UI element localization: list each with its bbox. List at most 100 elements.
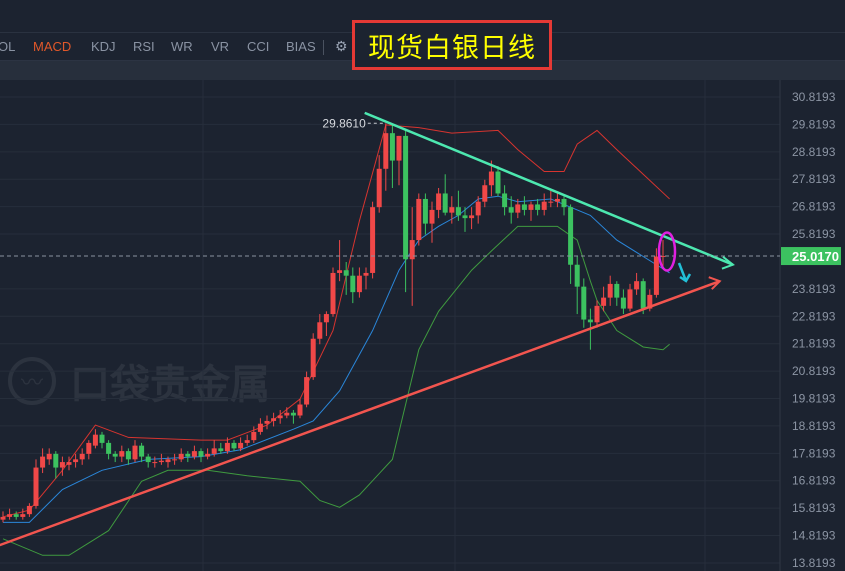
- price-axis: [780, 80, 845, 571]
- down-arrow-icon: [677, 262, 692, 283]
- candle-up: [257, 423, 263, 432]
- candle-down: [139, 445, 145, 457]
- candle-down: [581, 286, 587, 320]
- candle-up: [132, 445, 138, 460]
- y-tick-label: 19.8193: [792, 392, 836, 406]
- candle-up: [488, 171, 494, 186]
- candle-down: [495, 171, 501, 194]
- tab-bias[interactable]: BIAS: [286, 39, 316, 54]
- candle-up: [356, 275, 362, 293]
- candle-up: [40, 456, 46, 468]
- candle-up: [548, 201, 554, 203]
- tab-rsi[interactable]: RSI: [133, 39, 155, 54]
- tab-kdj[interactable]: KDJ: [91, 39, 116, 54]
- candle-up: [152, 462, 158, 464]
- y-tick-label: 23.8193: [792, 282, 836, 296]
- candle-up: [304, 377, 310, 405]
- candle-down: [290, 412, 296, 416]
- candle-down: [462, 215, 468, 219]
- candle-up: [158, 460, 164, 463]
- candle-up: [541, 201, 547, 210]
- y-tick-label: 13.8193: [792, 556, 836, 570]
- tab-wr[interactable]: WR: [171, 39, 193, 54]
- candle-down: [521, 204, 527, 210]
- chart-header-band: [0, 61, 845, 80]
- candle-down: [112, 453, 118, 457]
- watermark-text: 口袋贵金属: [70, 362, 270, 408]
- gear-icon[interactable]: ⚙: [335, 38, 348, 54]
- candle-down: [403, 135, 409, 260]
- candle-up: [323, 314, 329, 323]
- candle-up: [86, 442, 92, 454]
- candle-up: [337, 270, 343, 273]
- candle-up: [79, 453, 85, 460]
- candle-up: [165, 459, 171, 463]
- y-tick-label: 28.8193: [792, 145, 836, 159]
- candle-up: [73, 459, 79, 463]
- candle-up: [416, 198, 422, 241]
- candle-up: [449, 207, 455, 213]
- candle-up: [205, 453, 211, 457]
- y-tick-label: 14.8193: [792, 529, 836, 543]
- candle-up: [482, 185, 488, 202]
- y-tick-label: 15.8193: [792, 501, 836, 515]
- candle-down: [99, 434, 105, 443]
- candle-down: [535, 204, 541, 210]
- candle-up: [554, 198, 560, 202]
- candle-up: [172, 459, 178, 461]
- candle-up: [0, 516, 6, 520]
- candle-down: [574, 264, 580, 287]
- support-trendline: [0, 280, 721, 547]
- candle-up: [284, 412, 290, 416]
- candle-up: [627, 289, 633, 309]
- candle-up: [224, 442, 230, 452]
- candle-up: [297, 404, 303, 416]
- candle-down: [442, 193, 448, 213]
- candle-up: [370, 207, 376, 273]
- candle-down: [53, 453, 59, 468]
- candle-up: [429, 209, 435, 224]
- resistance-trendline: [364, 111, 734, 266]
- candle-up: [46, 453, 52, 460]
- candle-up: [660, 256, 666, 258]
- candle-up: [436, 193, 442, 210]
- watermark: 〰 口袋贵金属: [8, 352, 270, 410]
- tab-vr[interactable]: VR: [211, 39, 230, 54]
- candle-up: [376, 168, 382, 208]
- watermark-logo-icon: 〰: [8, 357, 56, 405]
- y-tick-label: 21.8193: [792, 337, 836, 351]
- candlestick-chart: 30.8193 29.8193 28.8193 27.8193 26.8193 25.81…: [0, 80, 845, 571]
- candle-up: [178, 453, 184, 460]
- candle-up: [251, 431, 257, 441]
- candle-down: [614, 283, 620, 298]
- candle-up: [238, 442, 244, 449]
- candle-down: [145, 456, 151, 463]
- support-arrow-icon: [708, 276, 722, 290]
- current-price-badge: [781, 247, 841, 266]
- candle-up: [647, 294, 653, 309]
- y-tick-label: 27.8193: [792, 172, 836, 186]
- y-tick-label: 16.8193: [792, 474, 836, 488]
- candle-down: [106, 442, 112, 454]
- candle-up: [277, 415, 283, 419]
- y-tick-label: 22.8193: [792, 309, 836, 323]
- candle-up: [409, 240, 415, 260]
- highlight-ellipse: [657, 231, 677, 272]
- toolbar-divider: [323, 40, 324, 55]
- candle-up: [26, 505, 32, 515]
- candle-up: [66, 462, 72, 465]
- candle-down: [231, 442, 237, 449]
- candle-up: [607, 283, 613, 298]
- candle-down: [640, 281, 646, 309]
- annotation-title: 现货白银日线: [368, 32, 536, 64]
- candle-down: [343, 270, 349, 276]
- tab-cci[interactable]: CCI: [247, 39, 270, 54]
- tab-macd[interactable]: MACD: [33, 39, 72, 54]
- y-tick-label: 20.8193: [792, 364, 836, 378]
- candle-up: [469, 215, 475, 219]
- bollinger-middle-line: [3, 195, 670, 523]
- tab-vol[interactable]: OL: [0, 39, 16, 54]
- candle-up: [264, 420, 270, 424]
- candle-up: [271, 418, 277, 421]
- y-tick-label: 25.8193: [792, 227, 836, 241]
